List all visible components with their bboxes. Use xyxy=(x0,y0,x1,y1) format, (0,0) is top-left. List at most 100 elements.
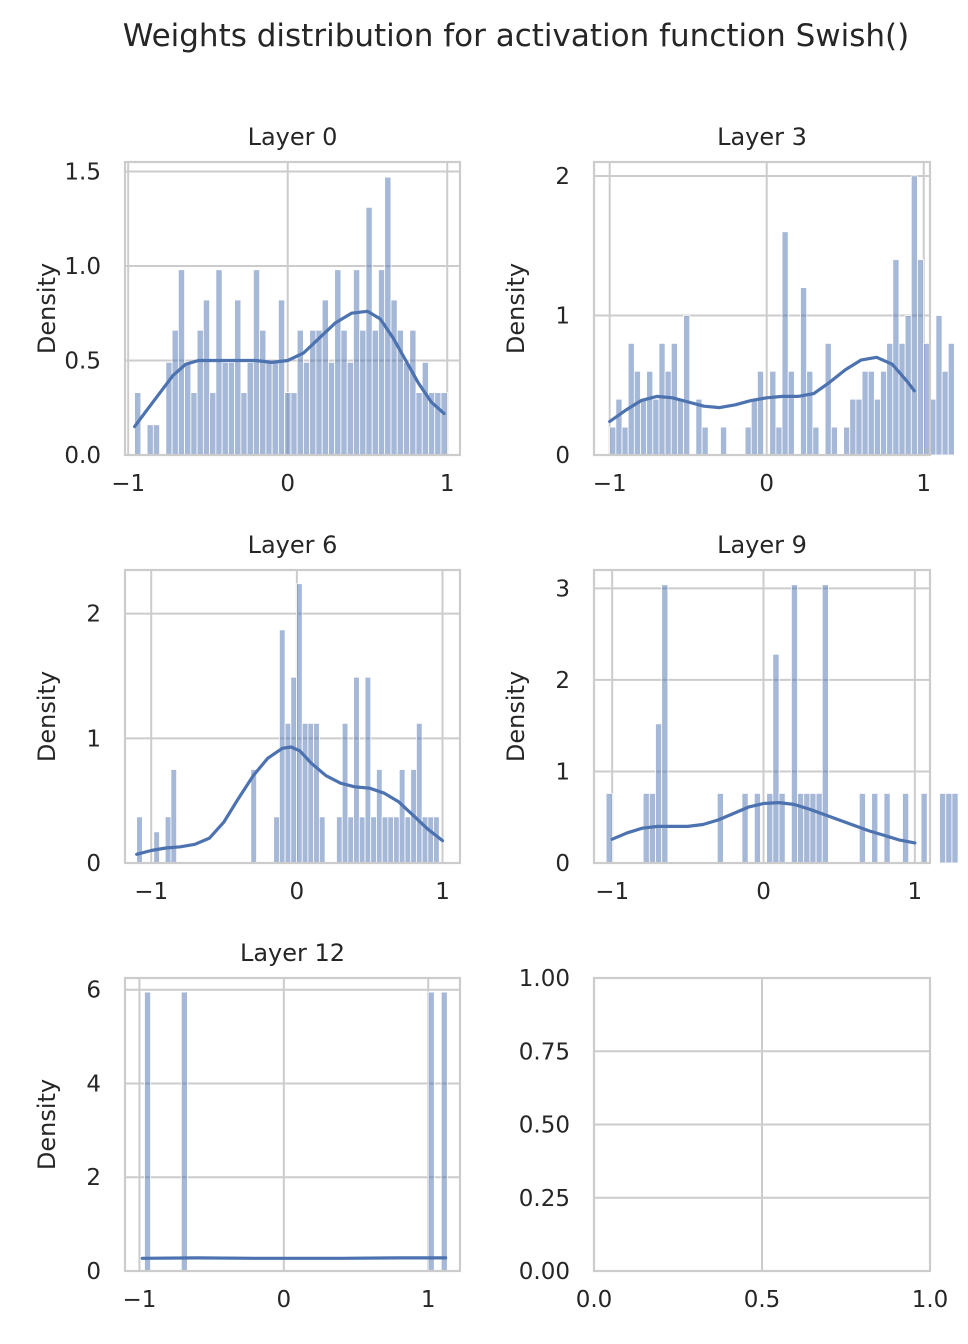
subplot-2: −1 0 1 0 1 2 Layer 3 Density xyxy=(502,123,955,497)
histogram-bar xyxy=(393,816,400,864)
histogram-bar xyxy=(346,361,354,456)
histogram-bar xyxy=(315,329,323,456)
subplot-title: Layer 9 xyxy=(717,531,807,559)
histogram-bar xyxy=(313,722,320,864)
histogram-bar xyxy=(384,176,392,456)
histogram-bar xyxy=(803,793,811,864)
histogram-bar xyxy=(184,361,192,456)
subplot-title: Layer 12 xyxy=(240,939,345,967)
histogram-bar xyxy=(910,175,918,456)
histogram-bar xyxy=(757,370,764,456)
y-tick-label: 0.50 xyxy=(519,1113,570,1139)
axes-frame xyxy=(123,976,462,1273)
x-tick-label: 1 xyxy=(421,1287,436,1313)
histogram-bar xyxy=(378,269,386,456)
histogram-bar xyxy=(701,426,709,456)
kde-line xyxy=(610,800,917,845)
figure-title: Weights distribution for activation func… xyxy=(123,18,910,54)
subplot-1: −1 0 1 0.0 0.5 1.0 1.5 Layer 0 Density xyxy=(33,123,462,497)
histogram-bar xyxy=(381,816,389,864)
subplot-5: −1 0 1 0 2 4 6 Layer 12 Density xyxy=(33,939,462,1313)
histogram-bar xyxy=(136,816,143,864)
x-tick-label: 1 xyxy=(435,879,450,905)
y-tick-label: 0.25 xyxy=(519,1186,570,1212)
y-tick-label: 1.0 xyxy=(64,254,101,280)
subplot-title: Layer 6 xyxy=(248,531,338,559)
y-tick-label: 2 xyxy=(86,1165,101,1191)
histogram-bar xyxy=(152,424,160,456)
y-tick-label: 1 xyxy=(555,759,570,785)
histogram-bar xyxy=(146,424,154,456)
histogram-bar xyxy=(873,398,881,456)
histogram-bar xyxy=(273,816,280,864)
subplot-title: Layer 3 xyxy=(717,123,807,151)
histogram-bar xyxy=(259,329,267,456)
histogram-bar xyxy=(234,299,242,456)
histogram-bar xyxy=(609,426,617,456)
kde-line xyxy=(135,745,445,856)
histogram-bar xyxy=(209,392,217,456)
histogram-bar xyxy=(661,584,669,864)
histogram-bar xyxy=(390,299,398,456)
histogram-bar xyxy=(658,342,666,456)
y-axis-label: Density xyxy=(502,263,530,354)
histogram-bar xyxy=(923,342,931,456)
histogram-bar xyxy=(403,361,411,456)
x-tick-label: 1 xyxy=(440,471,455,497)
histogram-bar xyxy=(861,370,869,456)
subplot-title: Layer 0 xyxy=(248,123,338,151)
histogram-bar xyxy=(741,793,749,864)
histogram-bar xyxy=(664,370,672,456)
histogram-bar xyxy=(153,831,160,864)
histogram-bar xyxy=(347,816,355,864)
axes-frame xyxy=(592,976,932,1273)
x-tick-label: −1 xyxy=(122,1287,156,1313)
histogram-bar xyxy=(284,722,292,864)
histogram-bar xyxy=(387,816,394,864)
histogram-bar xyxy=(164,816,172,864)
histogram-bar xyxy=(398,769,406,864)
histogram-bar xyxy=(812,426,820,456)
histogram-bar xyxy=(250,769,257,864)
histogram-bar xyxy=(772,653,780,864)
histogram-bar xyxy=(434,392,442,456)
histogram-bar xyxy=(196,329,204,456)
y-tick-label: 1.00 xyxy=(519,966,570,992)
x-tick-label: 0 xyxy=(290,879,305,905)
y-tick-label: 2 xyxy=(555,668,570,694)
histogram-bar xyxy=(180,991,188,1272)
histogram-bar xyxy=(621,426,629,456)
histogram-bar xyxy=(171,329,179,456)
histogram-bar xyxy=(240,392,248,456)
y-tick-label: 0 xyxy=(86,851,101,877)
histogram-bar xyxy=(800,287,808,456)
histogram-bar xyxy=(202,299,211,456)
histogram-bar xyxy=(290,676,297,864)
histogram-bar xyxy=(336,816,343,864)
histogram-bar xyxy=(945,793,953,864)
histogram-bar xyxy=(404,816,412,864)
histogram-bar xyxy=(440,991,448,1272)
histogram-bar xyxy=(303,361,311,456)
histogram-bar xyxy=(615,398,623,456)
histogram-bar xyxy=(806,370,814,456)
x-tick-label: −1 xyxy=(593,471,627,497)
histogram-bar xyxy=(341,722,349,864)
subplot-6: 0.0 0.5 1.0 0.00 0.25 0.50 0.75 1.00 xyxy=(519,966,949,1313)
histogram-bar xyxy=(421,361,429,456)
histogram-bar xyxy=(290,392,298,456)
histogram-bar xyxy=(221,361,229,456)
histogram-bar xyxy=(947,342,955,456)
histogram-bar xyxy=(898,342,906,456)
histogram-bar xyxy=(246,361,254,456)
y-tick-label: 4 xyxy=(86,1071,101,1097)
x-tick-label: −1 xyxy=(134,879,168,905)
histogram-bar xyxy=(353,676,360,864)
histogram-bar xyxy=(871,793,879,864)
histogram-bar xyxy=(683,315,691,456)
histogram-bar xyxy=(633,370,641,456)
histogram-bar xyxy=(307,722,315,864)
histogram-bar xyxy=(941,370,949,456)
y-axis-label: Density xyxy=(33,671,61,762)
histogram-bar xyxy=(781,231,789,456)
